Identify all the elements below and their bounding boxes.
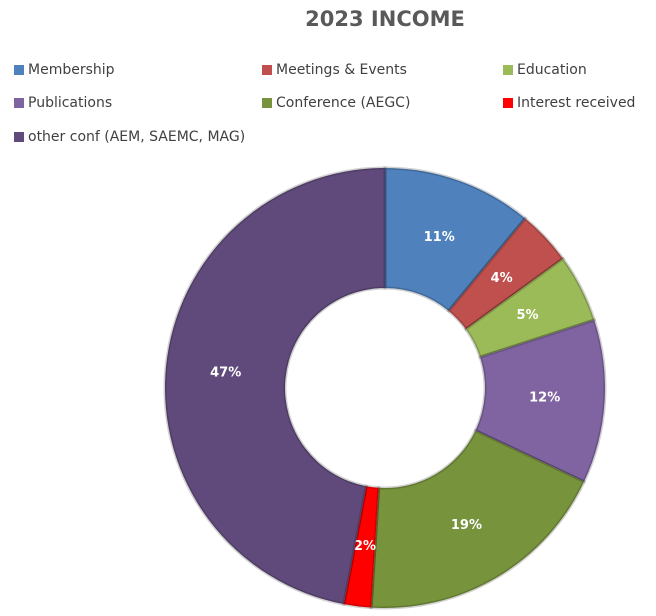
legend-swatch [503,65,513,75]
legend-label: other conf (AEM, SAEMC, MAG) [28,129,245,145]
data-label: 47% [210,365,241,380]
data-label: 5% [517,308,539,323]
legend-label: Education [517,62,587,78]
chart-title: 2023 INCOME [305,7,465,31]
data-label: 2% [354,539,376,554]
legend-label: Publications [28,95,112,111]
legend-swatch [14,98,24,108]
donut-slice [383,166,528,314]
legend-label: Membership [28,62,115,78]
legend-swatch [14,65,24,75]
data-label: 11% [424,230,455,245]
data-label: 19% [451,518,482,533]
legend-swatch [14,132,24,142]
donut-slice [446,216,566,332]
data-label: 12% [529,391,560,406]
legend-swatch [262,98,272,108]
donut-slice [163,166,387,606]
legend-label: Interest received [517,95,635,111]
donut-slice [369,428,587,610]
legend-swatch [503,98,513,108]
legend-swatch [262,65,272,75]
data-label: 4% [491,271,513,286]
donut-slice [463,256,597,359]
legend-label: Meetings & Events [276,62,407,78]
donut-slice [473,318,607,484]
legend-label: Conference (AEGC) [276,95,410,111]
donut-slice [342,484,381,610]
